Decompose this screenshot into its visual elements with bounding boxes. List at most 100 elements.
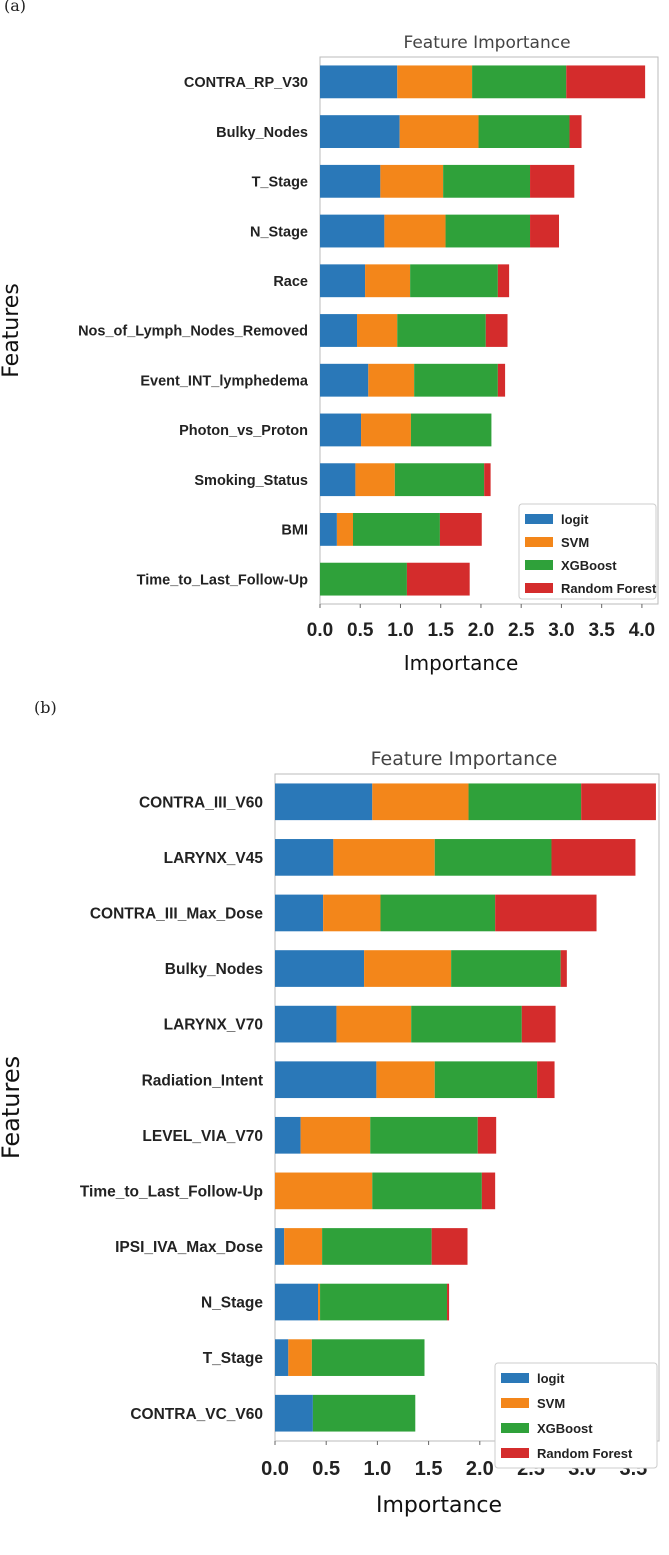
x-tick-label: 1.0 [363, 1458, 391, 1480]
bar-race-xgboost [410, 264, 498, 298]
bar-smoking-status-svm [355, 463, 395, 497]
bar-radiation-intent-logit [275, 1061, 377, 1099]
legend-swatch-xgboost [501, 1423, 529, 1433]
bar-bulky-nodes-xgboost [451, 950, 561, 987]
bar-n-stage-logit [320, 214, 385, 248]
bar-t-stage-random-forest [530, 164, 575, 198]
bar-ipsi-iva-max-dose-svm [284, 1228, 323, 1265]
panel-b-letter: (b) [34, 698, 57, 717]
bar-level-via-v70-logit [275, 1116, 301, 1154]
bar-nos-of-lymph-nodes-removed-xgboost [397, 314, 486, 347]
bar-bulky-nodes-svm [399, 115, 479, 149]
x-tick-label: 1.0 [387, 620, 413, 641]
bar-race-logit [320, 264, 366, 298]
bar-radiation-intent-xgboost [434, 1061, 538, 1099]
bar-bulky-nodes-random-forest [569, 115, 582, 149]
bar-event-int-lymphedema-random-forest [497, 363, 506, 397]
bar-bmi-xgboost [352, 512, 440, 546]
bar-contra-rp-v30-svm [397, 65, 473, 99]
x-tick-label: 0.0 [307, 620, 333, 641]
category-label: Race [273, 274, 308, 290]
category-label: Photon_vs_Proton [179, 423, 308, 439]
bar-smoking-status-xgboost [394, 463, 485, 497]
y-axis-label: Features [0, 1056, 25, 1159]
legend-swatch-svm [525, 537, 553, 547]
bar-contra-iii-v60-random-forest [581, 783, 656, 821]
panel-a-letter: (a) [4, 0, 27, 15]
bar-larynx-v70-xgboost [411, 1005, 522, 1043]
bar-bulky-nodes-random-forest [560, 950, 567, 987]
bar-contra-rp-v30-logit [320, 65, 398, 99]
bar-time-to-last-follow-up-random-forest [406, 562, 470, 596]
bar-contra-vc-v60-xgboost [312, 1394, 416, 1432]
bar-ipsi-iva-max-dose-xgboost [322, 1228, 432, 1265]
x-tick-label: 3.0 [548, 620, 574, 641]
bar-contra-iii-v60-xgboost [468, 783, 582, 821]
bar-time-to-last-follow-up-random-forest [481, 1172, 496, 1210]
bar-bmi-svm [336, 512, 353, 546]
bar-race-random-forest [497, 264, 510, 298]
bar-t-stage-xgboost [311, 1339, 425, 1376]
y-axis-label: Features [0, 283, 24, 378]
bar-contra-rp-v30-xgboost [472, 65, 567, 99]
bar-contra-rp-v30-random-forest [566, 65, 646, 99]
bar-larynx-v45-random-forest [551, 839, 636, 876]
bar-contra-iii-max-dose-random-forest [495, 894, 597, 932]
bar-contra-iii-max-dose-xgboost [380, 894, 496, 932]
bar-race-svm [365, 264, 411, 298]
category-label: LARYNX_V70 [164, 1017, 263, 1034]
x-tick-label: 3.5 [588, 620, 615, 641]
x-tick-label: 2.0 [468, 620, 494, 641]
bar-event-int-lymphedema-xgboost [414, 363, 498, 397]
legend-label-xgboost: XGBoost [537, 1421, 593, 1436]
legend-swatch-svm [501, 1398, 529, 1408]
x-tick-label: 2.0 [466, 1458, 494, 1480]
category-label: CONTRA_III_Max_Dose [90, 906, 264, 923]
bar-t-stage-logit [320, 164, 381, 198]
bar-level-via-v70-random-forest [477, 1116, 497, 1154]
category-label: Radiation_Intent [142, 1072, 263, 1089]
bar-bulky-nodes-logit [275, 950, 365, 987]
bar-photon-vs-proton-logit [320, 413, 362, 447]
x-axis-label: Importance [404, 651, 519, 675]
category-label: CONTRA_VC_V60 [130, 1406, 263, 1423]
category-label: CONTRA_III_V60 [139, 794, 263, 811]
bar-level-via-v70-xgboost [370, 1116, 478, 1154]
bar-smoking-status-random-forest [484, 463, 491, 497]
bar-ipsi-iva-max-dose-random-forest [431, 1228, 468, 1265]
bar-nos-of-lymph-nodes-removed-svm [357, 314, 398, 347]
legend-swatch-logit [501, 1373, 529, 1383]
bar-contra-iii-v60-logit [275, 783, 373, 821]
category-label: Time_to_Last_Follow-Up [80, 1183, 263, 1200]
legend-label-xgboost: XGBoost [561, 558, 617, 573]
x-tick-label: 1.5 [428, 620, 455, 641]
bar-event-int-lymphedema-svm [368, 363, 415, 397]
category-label: T_Stage [252, 175, 308, 191]
bar-smoking-status-logit [320, 463, 356, 497]
category-label: N_Stage [250, 224, 308, 240]
x-tick-label: 2.5 [508, 620, 535, 641]
bar-bmi-logit [320, 512, 337, 546]
bar-bulky-nodes-xgboost [478, 115, 570, 149]
bar-n-stage-random-forest [447, 1283, 450, 1321]
category-label: Smoking_Status [194, 473, 308, 489]
bar-larynx-v45-xgboost [434, 839, 552, 876]
chart-title: Feature Importance [403, 33, 570, 53]
legend-swatch-random-forest [501, 1448, 529, 1458]
bar-contra-iii-v60-svm [372, 783, 469, 821]
bar-contra-iii-max-dose-svm [323, 894, 381, 932]
bar-time-to-last-follow-up-xgboost [372, 1172, 482, 1210]
legend-label-logit: logit [561, 512, 589, 527]
category-label: N_Stage [201, 1295, 263, 1312]
legend-box [518, 503, 657, 600]
x-tick-label: 4.0 [629, 620, 655, 641]
chart-title: Feature Importance [371, 748, 558, 770]
bar-ipsi-iva-max-dose-logit [275, 1228, 285, 1265]
bar-n-stage-svm [384, 214, 446, 248]
category-label: Bulky_Nodes [216, 125, 308, 141]
bar-t-stage-svm [380, 164, 444, 198]
category-label: IPSI_IVA_Max_Dose [115, 1239, 263, 1256]
x-tick-label: 0.5 [312, 1458, 340, 1480]
bar-radiation-intent-svm [376, 1061, 435, 1099]
legend-label-random-forest: Random Forest [561, 581, 657, 596]
